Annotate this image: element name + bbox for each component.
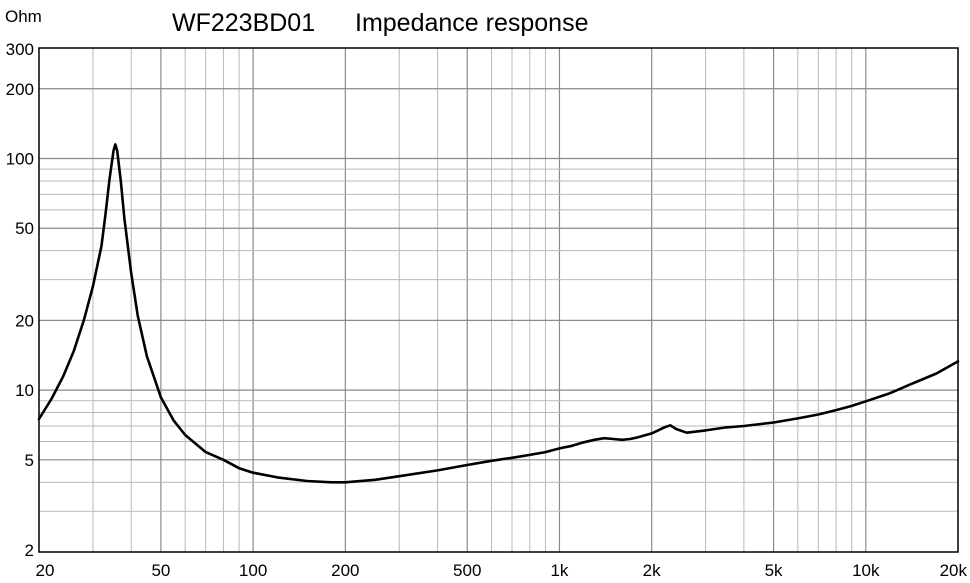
y-tick-label: 200 <box>6 80 34 99</box>
x-tick-label: 10k <box>852 561 880 580</box>
y-tick-label: 2 <box>25 541 34 560</box>
y-tick-label: 20 <box>15 311 34 330</box>
x-tick-label: 500 <box>453 561 481 580</box>
y-tick-label: 100 <box>6 150 34 169</box>
y-tick-label: 300 <box>6 40 34 59</box>
x-tick-label: 1k <box>550 561 568 580</box>
x-tick-label: 20k <box>940 561 968 580</box>
y-axis-label: Ohm <box>5 7 42 26</box>
impedance-curve <box>37 143 960 484</box>
x-tick-label: 2k <box>643 561 661 580</box>
x-axis-tick-labels: 20 50 100 200 500 1k 2k 5k 10k 20k <box>36 561 968 580</box>
y-tick-label: 10 <box>15 381 34 400</box>
x-tick-label: 5k <box>765 561 783 580</box>
series-layer <box>37 143 960 484</box>
x-tick-label: 20 <box>36 561 55 580</box>
y-tick-label: 5 <box>25 451 34 470</box>
plot-frame <box>38 47 959 553</box>
chart-model: WF223BD01 <box>172 9 315 37</box>
chart-title: Impedance response <box>355 9 588 37</box>
y-tick-label: 50 <box>15 219 34 238</box>
x-tick-label: 100 <box>239 561 267 580</box>
grid-lines <box>39 48 958 552</box>
x-tick-label: 50 <box>151 561 170 580</box>
y-axis-tick-labels: 2 5 10 20 50 100 200 300 <box>6 40 34 560</box>
x-tick-label: 200 <box>331 561 359 580</box>
